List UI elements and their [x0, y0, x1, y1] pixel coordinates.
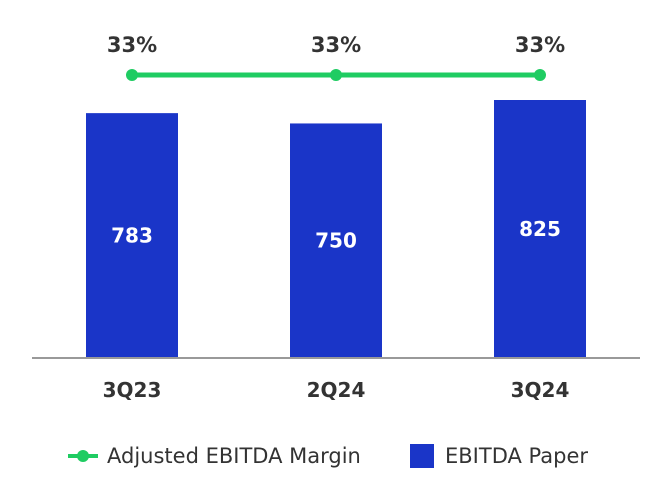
margin-value-label: 33%: [107, 33, 157, 57]
margin-point-3Q23: [126, 69, 138, 81]
x-tick-label: 2Q24: [307, 378, 366, 402]
bar-value-label: 783: [111, 224, 153, 248]
legend-label-ebitda: EBITDA Paper: [445, 444, 588, 468]
legend: Adjusted EBITDA Margin EBITDA Paper: [68, 444, 588, 468]
bar-value-label: 750: [315, 229, 357, 253]
bars-layer: [86, 100, 586, 358]
bar-3Q23: [86, 113, 178, 358]
margin-point-3Q24: [534, 69, 546, 81]
bar-value-label: 825: [519, 217, 561, 241]
legend-line-dot: [77, 450, 89, 462]
margin-line-layer: [126, 69, 546, 81]
margin-value-label: 33%: [515, 33, 565, 57]
margin-point-2Q24: [330, 69, 342, 81]
margin-value-label: 33%: [311, 33, 361, 57]
legend-label-margin: Adjusted EBITDA Margin: [107, 444, 361, 468]
bar-3Q24: [494, 100, 586, 358]
labels-layer: 783 3Q23 33% 750 2Q24 33% 825 3Q24 33%: [103, 33, 570, 402]
legend-bar-swatch: [410, 444, 434, 468]
x-tick-label: 3Q24: [511, 378, 570, 402]
x-tick-label: 3Q23: [103, 378, 162, 402]
bar-2Q24: [290, 123, 382, 358]
